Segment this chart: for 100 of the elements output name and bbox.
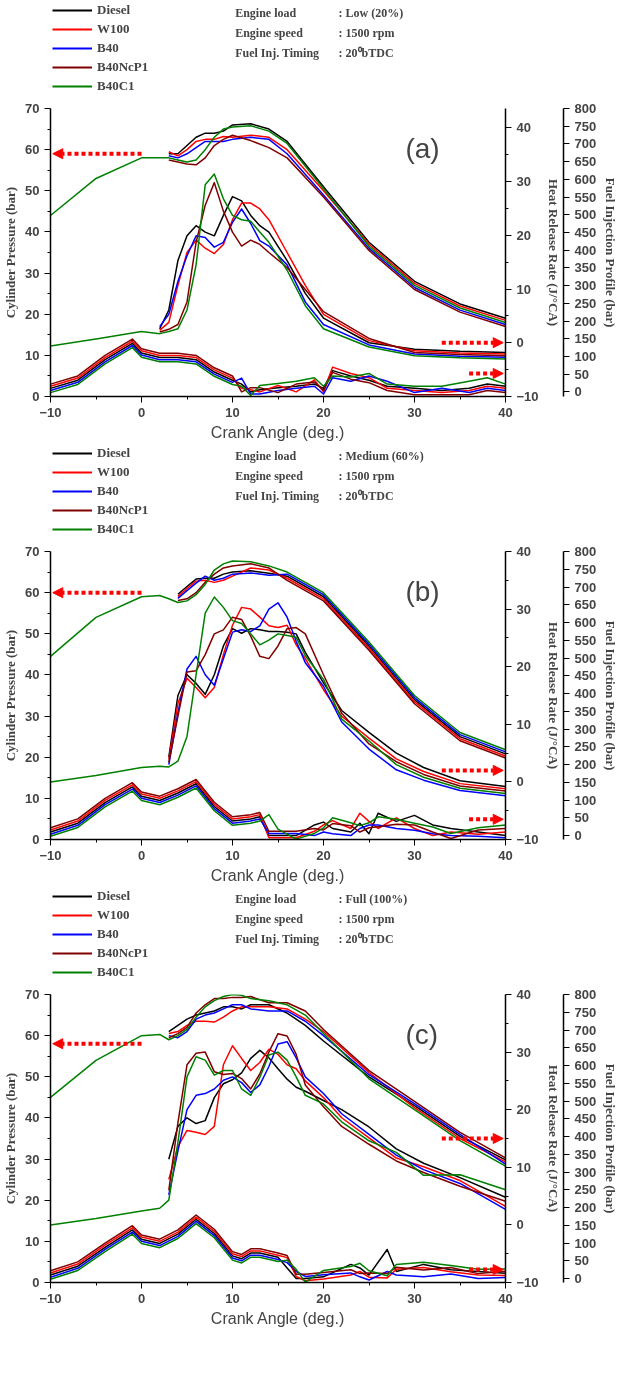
y-tick-label: 10 (25, 1233, 40, 1249)
y-tick-label: 0 (32, 1275, 40, 1290)
y-tick-label: 40 (25, 224, 40, 240)
y3-tick-label: 650 (574, 1040, 597, 1056)
y-axis-title: Cylinder Pressure (bar) (3, 186, 19, 319)
y2-tick-label: 0 (516, 1217, 524, 1233)
y2-axis-title: Heat Release Rate (J/°CA) (545, 1064, 561, 1213)
y3-tick-label: 700 (574, 136, 597, 152)
y3-tick-label: 800 (574, 544, 597, 559)
y3-tick-label: 300 (574, 721, 597, 737)
y3-tick-label: 50 (574, 1253, 589, 1269)
y2-tick-label: 10 (516, 281, 531, 297)
text: Fuel Inj. Timing : 20⁰bTDC (235, 45, 394, 60)
y2-tick-label: 10 (516, 1159, 531, 1175)
y3-tick-label: 200 (574, 1200, 597, 1216)
line-series (50, 173, 506, 360)
legend-label: Diesel (97, 2, 131, 18)
y-tick-label: 70 (25, 544, 40, 559)
y3-tick-label: 450 (574, 1111, 597, 1127)
y-tick-label: 60 (25, 585, 40, 601)
y-tick-label: 70 (25, 987, 40, 1002)
y2-tick-label: 20 (516, 659, 531, 675)
y2-tick-label: 20 (516, 1102, 531, 1118)
y-axis-title: Cylinder Pressure (bar) (3, 1072, 19, 1205)
legend-label: W100 (97, 21, 130, 37)
text: Engine speed : 1500 rpm (235, 911, 395, 926)
x-tick-label: 10 (225, 1290, 240, 1306)
legend-label: Diesel (97, 888, 131, 904)
x-tick-label: 20 (316, 404, 331, 420)
x-tick-label: 10 (225, 404, 240, 420)
y3-tick-label: 250 (574, 1182, 597, 1198)
x-tick-label: 40 (498, 1290, 513, 1306)
x-tick-label: −10 (39, 1290, 62, 1306)
text: Engine load : Medium (60%) (235, 448, 424, 463)
y3-axis-title: Fuel Injection Profile (bar) (603, 177, 619, 328)
line-series (50, 560, 506, 751)
y3-tick-label: 50 (574, 810, 589, 826)
y-tick-label: 0 (32, 389, 40, 404)
y3-tick-label: 550 (574, 632, 597, 648)
y-tick-label: 20 (25, 306, 40, 322)
y3-tick-label: 450 (574, 224, 597, 240)
y3-tick-label: 800 (574, 987, 597, 1002)
y3-axis-title: Fuel Injection Profile (bar) (603, 1063, 619, 1214)
x-tick-label: 10 (225, 847, 240, 863)
text: Engine speed : 1500 rpm (235, 25, 395, 40)
y3-tick-label: 550 (574, 1075, 597, 1091)
y3-tick-label: 700 (574, 1022, 597, 1038)
x-tick-label: 30 (407, 847, 422, 863)
y3-tick-label: 750 (574, 561, 597, 577)
x-tick-label: 0 (137, 847, 146, 863)
y3-tick-label: 600 (574, 1058, 597, 1074)
line-series (50, 125, 506, 324)
y3-tick-label: 550 (574, 189, 597, 205)
x-tick-label: −10 (39, 847, 62, 863)
y2-tick-label: 30 (516, 174, 531, 190)
line-series (50, 1051, 506, 1226)
y2-tick-label: 20 (516, 227, 531, 243)
text: Engine speed : 1500 rpm (235, 468, 395, 483)
y3-tick-label: 0 (574, 384, 582, 400)
y2-tick-label: 0 (516, 774, 524, 790)
y3-tick-label: 250 (574, 739, 597, 755)
y-tick-label: 60 (25, 142, 40, 158)
y-tick-label: 40 (25, 667, 40, 683)
text: Engine load : Full (100%) (235, 891, 408, 906)
y3-tick-label: 200 (574, 757, 597, 773)
y3-tick-label: 50 (574, 366, 589, 382)
y3-tick-label: 600 (574, 615, 597, 631)
x-tick-label: 0 (137, 1290, 146, 1306)
legend-label: B40C1 (97, 964, 135, 980)
legend-label: B40NcP1 (97, 59, 149, 75)
y2-tick-label: 40 (516, 987, 531, 1002)
y2-tick-label: −10 (516, 832, 539, 847)
y3-tick-label: 0 (574, 828, 582, 844)
text: Fuel Inj. Timing : 20⁰bTDC (235, 488, 394, 503)
y3-tick-label: 150 (574, 331, 597, 347)
y2-axis-title: Heat Release Rate (J/°CA) (545, 178, 561, 327)
y-tick-label: 20 (25, 749, 40, 765)
line-series (50, 994, 506, 1167)
x-tick-label: 30 (407, 404, 422, 420)
y3-tick-label: 150 (574, 1217, 597, 1233)
x-tick-label: 20 (316, 1290, 331, 1306)
x-tick-label: −10 (39, 404, 62, 420)
y-tick-label: 20 (25, 1192, 40, 1208)
text: (c) (405, 1019, 439, 1051)
y3-tick-label: 150 (574, 774, 597, 790)
y3-tick-label: 500 (574, 207, 597, 223)
legend-label: B40C1 (97, 521, 135, 537)
y3-tick-label: 750 (574, 1004, 597, 1020)
y3-tick-label: 100 (574, 1235, 597, 1251)
x-tick-label: 40 (498, 404, 513, 420)
y3-tick-label: 300 (574, 278, 597, 294)
y3-tick-label: 500 (574, 650, 597, 666)
y-tick-label: 30 (25, 265, 40, 281)
text: (a) (405, 133, 440, 165)
y-tick-label: 10 (25, 790, 40, 806)
y-tick-label: 50 (25, 626, 40, 642)
y-axis-title: Cylinder Pressure (bar) (3, 629, 19, 762)
x-tick-label: 0 (137, 404, 146, 420)
legend-label: B40 (97, 483, 119, 499)
y3-tick-label: 500 (574, 1093, 597, 1109)
